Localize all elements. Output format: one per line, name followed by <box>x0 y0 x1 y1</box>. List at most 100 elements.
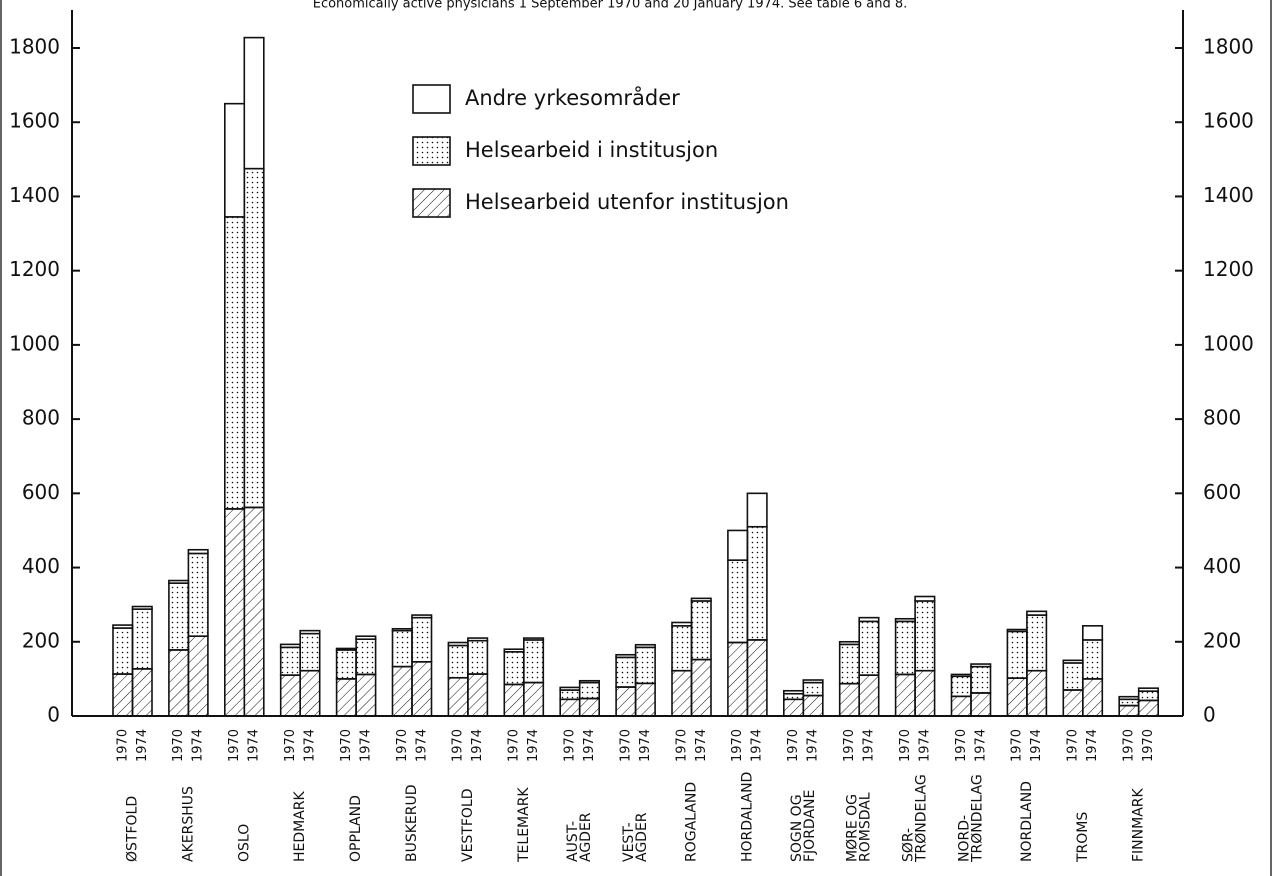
bar-segment <box>914 669 936 717</box>
x-tick-label: 1974 <box>917 729 932 762</box>
group-label: TELEMARK <box>516 787 532 863</box>
bar-segment <box>522 637 545 641</box>
bar-segment <box>224 508 246 717</box>
bar-segment <box>467 673 489 717</box>
x-tick-label: 1970 <box>227 729 242 762</box>
y2-tick-label: 800 <box>1203 406 1241 430</box>
bar-segment <box>634 643 656 649</box>
bar-segment <box>1026 614 1048 672</box>
bar-segment <box>224 216 246 510</box>
x-tick-label: 1974 <box>526 729 541 762</box>
y2-tick-label: 400 <box>1203 554 1241 578</box>
bar-segment <box>503 683 525 717</box>
bar-segment <box>782 692 805 701</box>
bar-segment <box>411 614 433 619</box>
bar-segment <box>467 639 489 675</box>
bar-segment <box>187 552 209 638</box>
bar-segment <box>1118 695 1140 701</box>
x-tick-label: 1970 <box>674 729 689 762</box>
y2-tick-label: 0 <box>1203 703 1216 727</box>
group-label: TRØNDELAG <box>914 774 930 863</box>
bar-segment <box>615 686 637 717</box>
bar-segment <box>243 167 265 509</box>
bar-segment <box>1062 689 1084 717</box>
bar-segment <box>467 637 489 642</box>
bar-segment <box>355 673 377 717</box>
group-label: SØR- <box>901 828 917 862</box>
bar-segment <box>522 681 545 717</box>
x-tick-label: 1970 <box>1121 729 1136 762</box>
bar-segment <box>131 608 153 670</box>
bar-segment <box>1006 628 1028 633</box>
bar-segment <box>355 638 377 676</box>
group-label: OSLO <box>236 824 252 862</box>
bar-segment <box>634 682 656 717</box>
group-label: NORD- <box>957 815 973 862</box>
x-tick-label: 1974 <box>135 729 150 762</box>
bar-segment <box>522 639 545 684</box>
bar-segment <box>224 102 246 218</box>
y2-tick-label: 200 <box>1203 628 1241 652</box>
bar-segment <box>1082 639 1104 680</box>
bar-segment <box>970 665 992 694</box>
y-tick-label: 200 <box>22 628 60 652</box>
x-tick-label: 1970 <box>786 729 801 762</box>
bar-segment <box>1026 610 1048 616</box>
group-label: HEDMARK <box>292 790 308 862</box>
bar-segment <box>858 616 880 623</box>
y-tick-label: 600 <box>22 480 60 504</box>
bar-segment <box>950 675 972 698</box>
legend-label: Andre yrkesområder <box>465 85 680 110</box>
bar-segment <box>615 656 637 688</box>
bar-segment <box>914 600 936 672</box>
bar-segment <box>1062 659 1084 664</box>
bar-segment <box>411 661 433 717</box>
bar-segment <box>782 698 805 717</box>
bar-segment <box>559 698 581 717</box>
bar-segment <box>279 643 302 649</box>
bar-segment <box>335 647 357 651</box>
bar-segment <box>131 605 153 610</box>
x-tick-label: 1974 <box>582 729 597 762</box>
x-tick-label: 1970 <box>1010 729 1025 762</box>
x-tick-label: 1974 <box>638 729 653 762</box>
bar-segment <box>838 643 861 685</box>
bar-segment <box>279 674 302 717</box>
group-label: SOGN OG <box>789 794 805 862</box>
group-label: ROMSDAL <box>858 792 874 862</box>
bar-segment <box>727 529 749 561</box>
bar-segment <box>112 624 134 629</box>
bar-segment <box>746 525 768 641</box>
bar-segment <box>894 617 916 623</box>
group-label: TRØNDELAG <box>970 774 986 863</box>
group-label: NORDLAND <box>1019 781 1035 862</box>
x-tick-label: 1970 <box>1066 729 1081 762</box>
legend-swatch <box>412 136 451 166</box>
bar-segment <box>391 629 413 668</box>
bar-segment <box>970 663 992 668</box>
group-label: AUST- <box>565 821 581 862</box>
group-label: OPPLAND <box>348 795 364 862</box>
chart-title: Economically active physicians 1 Septemb… <box>313 0 908 12</box>
legend-swatch <box>412 188 451 218</box>
bar-segment <box>690 597 712 602</box>
y-tick-label: 0 <box>47 703 60 727</box>
bar-segment <box>299 629 321 635</box>
group-label: ROGALAND <box>684 782 700 862</box>
bar-segment <box>727 559 749 644</box>
y2-tick-label: 1600 <box>1203 109 1254 133</box>
bar-segment <box>950 695 972 717</box>
x-tick-label: 1970 <box>842 729 857 762</box>
bar-segment <box>559 686 581 691</box>
bar-segment <box>559 689 581 701</box>
x-tick-label: 1970 <box>1141 729 1156 762</box>
x-tick-label: 1974 <box>414 729 429 762</box>
bar-segment <box>914 595 936 602</box>
bar-segment <box>746 639 768 717</box>
bar-segment <box>411 616 433 663</box>
bar-segment <box>1118 704 1140 717</box>
legend-label: Helsearbeid utenfor institusjon <box>465 190 789 214</box>
x-tick-label: 1974 <box>861 729 876 762</box>
group-label: AGDER <box>634 812 650 862</box>
bar-segment <box>858 620 880 676</box>
